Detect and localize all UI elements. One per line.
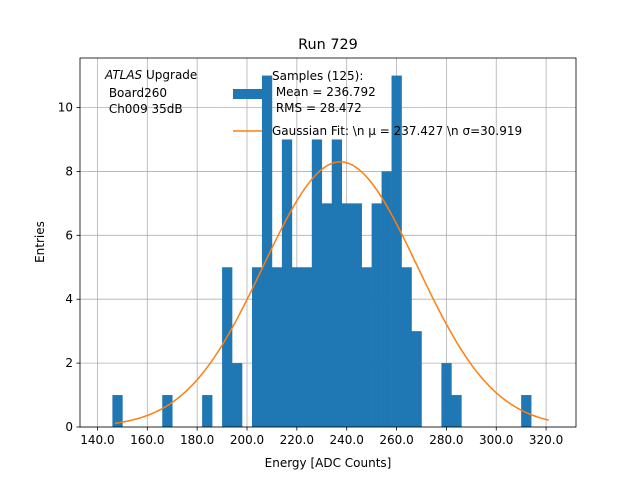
x-tick-label: 280.0 [429,433,463,447]
histogram-bar [401,267,412,427]
x-tick-label: 200.0 [230,433,264,447]
histogram-bar [301,267,313,427]
gaussian-fit [114,161,549,425]
histogram-bar [202,395,213,427]
histogram-bar [311,139,323,427]
x-tick-label: 240.0 [330,433,364,447]
legend-label-histogram-3: RMS = 28.472 [272,101,362,115]
histogram-bar [341,203,352,427]
histogram-bar [371,203,382,427]
histogram-bar [222,267,233,427]
y-tick-label: 10 [58,101,73,115]
histogram-bars [112,75,532,428]
annotation-line-1-rest: Upgrade [142,68,197,82]
histogram-bar [451,395,462,427]
x-tick-label: 220.0 [280,433,314,447]
histogram-bar [232,363,243,427]
histogram-bar [391,75,402,428]
histogram-bar [251,267,263,427]
x-tick-label: 300.0 [479,433,513,447]
y-tick-label: 8 [65,164,73,178]
legend-swatch-histogram [233,89,262,99]
y-axis-label: Entries [33,221,47,263]
histogram-bar [521,395,532,427]
y-tick-label: 0 [65,420,73,434]
legend-label-histogram-2: Mean = 236.792 [272,85,376,99]
histogram-bar [381,171,392,427]
histogram-bar [331,139,343,427]
annotation-box: ATLAS Upgrade Board260 Ch009 35dB [104,68,197,116]
annotation-line-2: Board260 [105,86,167,100]
histogram-bar [112,395,123,427]
legend-label-histogram-1: Samples (125): [272,69,363,83]
histogram-bar [321,203,333,427]
histogram-bar [162,395,173,427]
histogram-bar [271,267,283,427]
histogram-bar [261,75,273,428]
y-tick-label: 4 [65,292,73,306]
histogram-bar [441,363,452,427]
histogram-bar [411,331,422,427]
legend-label-fit: Gaussian Fit: \n μ = 237.427 \n σ=30.919 [272,124,522,138]
histogram-bar [281,139,293,427]
gaussian-fit-line [114,161,549,425]
histogram-bar [361,267,372,427]
x-tick-label: 320.0 [529,433,563,447]
y-tick-label: 2 [65,356,73,370]
x-tick-label: 160.0 [130,433,164,447]
annotation-italic: ATLAS [104,68,143,82]
x-tick-label: 260.0 [379,433,413,447]
chart-title: Run 729 [298,37,358,53]
x-axis-ticks: 140.0 160.0 180.0 200.0 220.0 240.0 260.0 280.0… [80,427,563,447]
axes-frame [79,57,577,428]
y-axis-ticks: 0 2 4 6 8 10 [58,101,80,434]
x-axis-label: Energy [ADC Counts] [265,456,392,470]
annotation-line-3: Ch009 35dB [105,102,183,116]
annotation-line-1: ATLAS Upgrade [104,68,197,82]
legend: Samples (125): Mean = 236.792 RMS = 28.4… [233,69,522,138]
histogram-bar [291,267,303,427]
x-tick-label: 140.0 [80,433,114,447]
x-tick-label: 180.0 [180,433,214,447]
y-tick-label: 6 [65,228,73,242]
histogram-bar [351,203,362,427]
